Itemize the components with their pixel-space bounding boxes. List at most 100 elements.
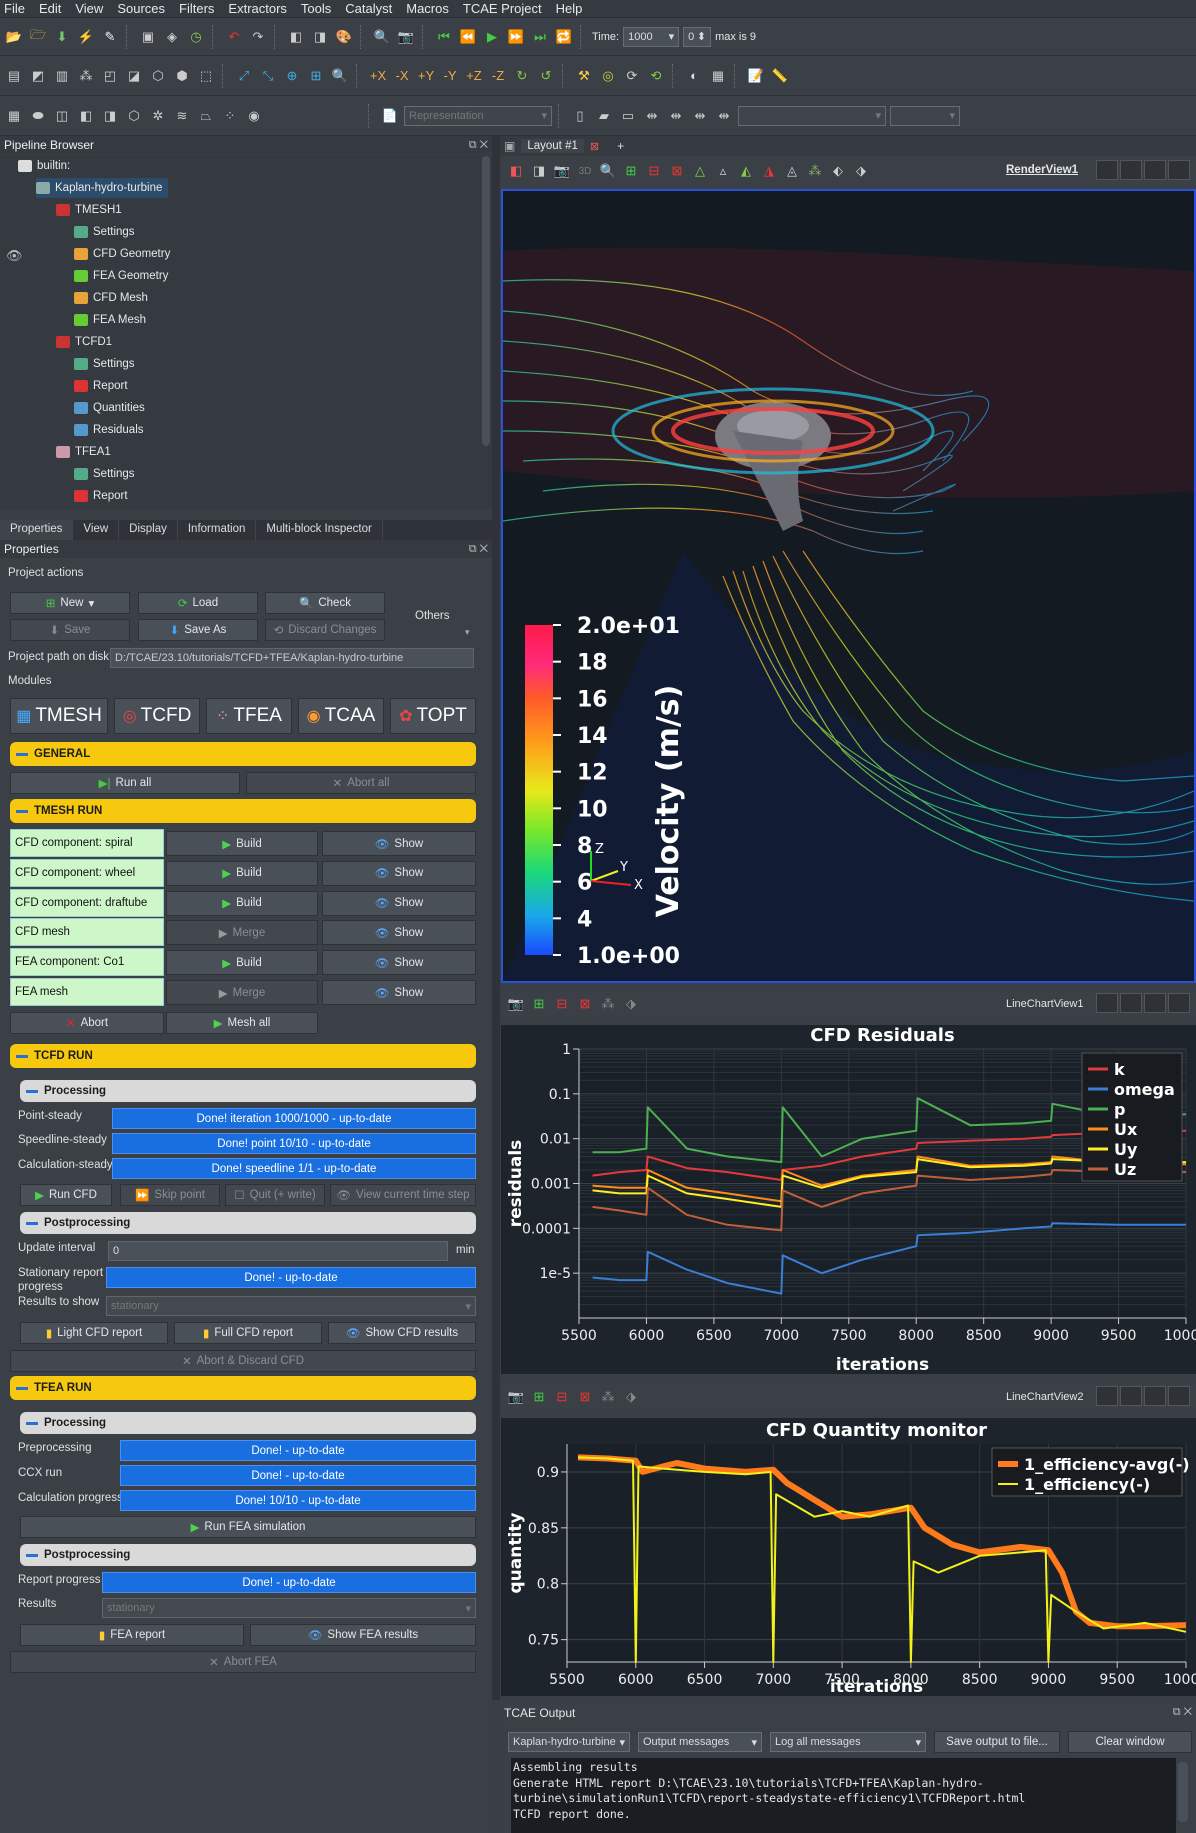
- tree-item[interactable]: Kaplan-hydro-turbine: [36, 178, 169, 198]
- tree-item[interactable]: TFEA1: [56, 442, 111, 462]
- show-button[interactable]: 👁 Show: [322, 831, 476, 856]
- tree-item[interactable]: CFD Mesh: [74, 288, 148, 308]
- first-frame-icon[interactable]: ⏮: [438, 28, 450, 44]
- light-cfd-report-button[interactable]: ▮ Light CFD report: [20, 1322, 168, 1344]
- output-source-combo[interactable]: Kaplan-hydro-turbine ▾: [508, 1732, 630, 1752]
- tree-item[interactable]: TCFD1: [56, 332, 112, 352]
- visibility-eye-icon[interactable]: 👁: [6, 248, 23, 263]
- tfea-processing-header[interactable]: Processing: [20, 1412, 476, 1434]
- block-icon-4[interactable]: ⬡: [128, 107, 140, 123]
- select-toggle-icon[interactable]: ⊠: [579, 1389, 591, 1404]
- close-tab-icon[interactable]: ⊠: [589, 140, 600, 153]
- view-current-step-button[interactable]: 👁 View current time step: [330, 1184, 476, 1206]
- build-button[interactable]: ▶ Build: [166, 831, 318, 856]
- shell-icon[interactable]: ◐: [690, 68, 698, 83]
- redo-icon[interactable]: ↷: [252, 28, 264, 44]
- linechart2-label[interactable]: LineChartView2: [1006, 1391, 1084, 1403]
- quit-write-button[interactable]: ☐ Quit (+ write): [225, 1184, 325, 1206]
- refresh-icon[interactable]: ⟲: [650, 67, 662, 83]
- camera-icon[interactable]: 📷: [507, 996, 525, 1011]
- load-button[interactable]: ⟳ Load: [138, 592, 258, 614]
- connect-icon[interactable]: ⚡: [77, 28, 95, 44]
- block-icon-3[interactable]: ◨: [103, 107, 117, 123]
- split-h-icon[interactable]: [1096, 993, 1118, 1013]
- select-remove-icon[interactable]: ⊟: [556, 1389, 568, 1404]
- build-button[interactable]: ▶ Build: [166, 890, 318, 916]
- merge-button[interactable]: ▶ Merge: [166, 980, 318, 1005]
- abort-all-button[interactable]: ✕ Abort all: [246, 772, 476, 794]
- film-icon[interactable]: ▦: [711, 67, 725, 83]
- select-points-icon[interactable]: ▵: [719, 163, 727, 178]
- tmesh-run-header[interactable]: TMESH RUN: [10, 799, 476, 823]
- menu-view[interactable]: View: [75, 1, 104, 16]
- folder-view-icon[interactable]: ▰: [599, 107, 609, 123]
- 3d-icon[interactable]: 3D: [578, 165, 592, 177]
- general-section-header[interactable]: GENERAL: [10, 742, 476, 766]
- select-block-icon[interactable]: ◬: [787, 163, 797, 178]
- close-view-icon[interactable]: [1168, 993, 1190, 1013]
- extract-icon[interactable]: ⬢: [176, 67, 188, 83]
- play-icon[interactable]: ▶: [487, 28, 497, 44]
- grow-select-icon[interactable]: ⬖: [833, 163, 843, 178]
- show-button[interactable]: 👁 Show: [322, 950, 476, 976]
- cube-icon[interactable]: ◈: [167, 28, 177, 44]
- run-fea-button[interactable]: ▶ Run FEA simulation: [20, 1516, 476, 1538]
- menu-tools[interactable]: Tools: [300, 1, 332, 16]
- contour-icon[interactable]: ◩: [31, 67, 45, 83]
- pick-center-icon[interactable]: ⊞: [310, 67, 322, 83]
- tree-item[interactable]: builtin:: [18, 156, 70, 176]
- show-cfd-results-button[interactable]: 👁 Show CFD results: [328, 1322, 476, 1344]
- camera-undo-icon[interactable]: ◧: [289, 28, 303, 44]
- block-icon-1[interactable]: ◫: [55, 107, 69, 123]
- quantity-monitor-chart[interactable]: 0.9 0.85 0.8 0.75 5500 6000 6500 7000 7500 8000 85…: [501, 1418, 1196, 1697]
- select-add-icon[interactable]: ⊞: [533, 1389, 545, 1404]
- camera-icon[interactable]: 📷: [553, 163, 571, 178]
- tcfd-post-header[interactable]: Postprocessing: [20, 1212, 476, 1234]
- time-index-spin[interactable]: 0 ⬍: [683, 26, 712, 47]
- save-as-button[interactable]: ⬇ Save As: [138, 619, 258, 641]
- zoom-closest-icon[interactable]: ⤡: [262, 67, 274, 83]
- split-v-icon[interactable]: [1120, 993, 1142, 1013]
- tcfd-processing-header[interactable]: Processing: [20, 1080, 476, 1102]
- splitter[interactable]: [492, 136, 500, 1700]
- tree-item[interactable]: Quantities: [74, 398, 145, 418]
- full-cfd-report-button[interactable]: ▮ Full CFD report: [174, 1322, 322, 1344]
- screenshot-icon[interactable]: 📷: [397, 28, 415, 44]
- note-icon[interactable]: 📝: [747, 67, 765, 83]
- view-plus-z-icon[interactable]: +Z: [466, 68, 482, 83]
- tfea-run-header[interactable]: TFEA RUN: [10, 1376, 476, 1400]
- tree-item[interactable]: TMESH1: [56, 200, 122, 220]
- select-remove-icon[interactable]: ⊟: [648, 163, 660, 178]
- properties-note-icon[interactable]: 📄: [381, 107, 399, 123]
- camera-icon[interactable]: 📷: [507, 1389, 525, 1404]
- tab-properties[interactable]: Properties: [0, 520, 74, 540]
- threshold-icon[interactable]: ⬡: [152, 67, 164, 83]
- abort-discard-cfd-button[interactable]: ✕ Abort & Discard CFD: [10, 1350, 476, 1372]
- center-icon[interactable]: ⊕: [286, 67, 298, 83]
- split-h-icon[interactable]: [1096, 160, 1118, 180]
- close-icon[interactable]: ⧉ ✕: [1172, 1706, 1192, 1718]
- results-to-show-combo[interactable]: stationary ▾: [106, 1296, 476, 1316]
- layout-tab[interactable]: Layout #1: [521, 139, 584, 153]
- tree-item[interactable]: Settings: [74, 354, 135, 374]
- merge-button[interactable]: ▶ Merge: [166, 920, 318, 946]
- slice-icon[interactable]: ◰: [103, 67, 117, 83]
- menu-help[interactable]: Help: [555, 1, 583, 16]
- skip-point-button[interactable]: ⏩ Skip point: [120, 1184, 220, 1206]
- zoom-data-icon[interactable]: 🔍: [373, 28, 391, 44]
- fea-results-combo[interactable]: stationary ▾: [102, 1598, 476, 1618]
- show-button[interactable]: 👁 Show: [322, 860, 476, 886]
- output-messages-combo[interactable]: Output messages ▾: [638, 1732, 762, 1752]
- module-topt-button[interactable]: ✿ TOPT: [390, 698, 476, 734]
- console-scrollbar[interactable]: [1178, 1762, 1188, 1822]
- menu-filters[interactable]: Filters: [179, 1, 215, 16]
- arrows-icon-4[interactable]: ⇹: [718, 107, 730, 123]
- clear-chart-icon[interactable]: ⬗: [626, 996, 636, 1011]
- split-h-icon[interactable]: [1096, 1386, 1118, 1406]
- zoom-icon[interactable]: 🔍: [599, 163, 617, 178]
- view-minus-x-icon[interactable]: -X: [395, 68, 409, 83]
- select-remove-icon[interactable]: ⊟: [556, 996, 568, 1011]
- split-v-icon[interactable]: [1120, 160, 1142, 180]
- mesh-all-button[interactable]: ▶ Mesh all: [166, 1012, 318, 1034]
- sphere-icon[interactable]: ◉: [248, 107, 260, 123]
